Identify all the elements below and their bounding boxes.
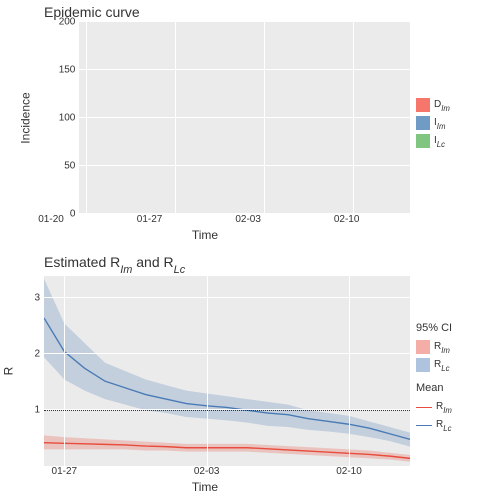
- ribbon-R_Im: [44, 435, 410, 461]
- top-plot-col: Epidemic curve Incidence 050100150200 01…: [0, 0, 410, 246]
- bottom-plot: [44, 276, 410, 466]
- top-panel-row: Epidemic curve Incidence 050100150200 01…: [0, 0, 500, 246]
- bottom-ylabel: R: [0, 276, 16, 466]
- bottom-panel-row: Estimated RIm and RLc R 123 01-2702-0302…: [0, 250, 500, 498]
- top-ylabel: Incidence: [0, 22, 51, 214]
- bottom-x-ticks: 01-2702-0302-10: [44, 466, 410, 480]
- legend-item: RLc: [416, 418, 500, 432]
- bottom-title: Estimated RIm and RLc: [44, 254, 410, 274]
- bottom-xlabel: Time: [0, 480, 410, 494]
- legend-item: IIm: [416, 116, 500, 130]
- legend-item: RIm: [416, 400, 500, 414]
- bottom-legend: 95% CIRImRLcMeanRImRLc: [410, 250, 500, 498]
- legend-item: DIm: [416, 98, 500, 112]
- top-y-ticks: 050100150200: [51, 22, 79, 214]
- ribbon-R_Lc: [44, 279, 410, 447]
- top-x-ticks: 01-2001-2702-0302-10: [44, 214, 410, 228]
- bottom-plot-col: Estimated RIm and RLc R 123 01-2702-0302…: [0, 250, 410, 498]
- figure: Epidemic curve Incidence 050100150200 01…: [0, 0, 500, 500]
- bottom-y-ticks: 123: [16, 276, 44, 466]
- top-xlabel: Time: [0, 228, 410, 242]
- top-plot: [79, 22, 410, 214]
- legend-item: RIm: [416, 340, 500, 354]
- legend-item: RLc: [416, 358, 500, 372]
- legend-item: ILc: [416, 134, 500, 148]
- top-title: Epidemic curve: [44, 4, 410, 20]
- top-legend: DIm IIm ILc: [410, 0, 500, 246]
